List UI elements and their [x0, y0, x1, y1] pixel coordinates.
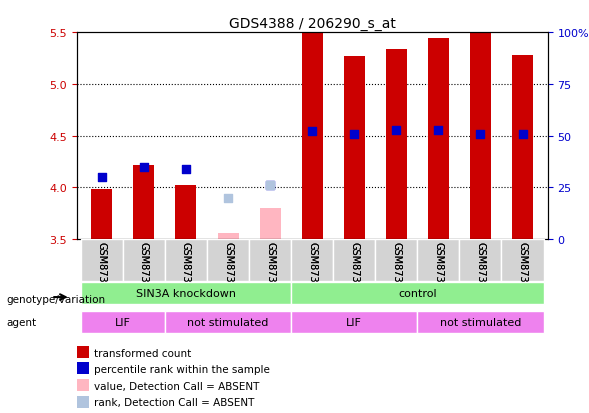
FancyBboxPatch shape: [81, 282, 291, 304]
Text: GSM873562: GSM873562: [265, 242, 275, 301]
Text: LIF: LIF: [346, 317, 362, 327]
Text: GSM873556: GSM873556: [475, 242, 485, 301]
Text: GSM873560: GSM873560: [518, 242, 528, 301]
FancyBboxPatch shape: [291, 311, 418, 333]
FancyBboxPatch shape: [459, 240, 501, 281]
Text: rank, Detection Call = ABSENT: rank, Detection Call = ABSENT: [94, 397, 254, 407]
Text: GSM873556: GSM873556: [475, 242, 485, 301]
Text: GSM873558: GSM873558: [223, 242, 233, 301]
Bar: [428, 39, 449, 240]
Text: GSM873559: GSM873559: [97, 242, 107, 301]
Bar: [302, 34, 323, 240]
FancyBboxPatch shape: [249, 240, 291, 281]
FancyBboxPatch shape: [81, 311, 165, 333]
FancyBboxPatch shape: [291, 282, 544, 304]
FancyBboxPatch shape: [418, 311, 544, 333]
Point: [392, 128, 401, 135]
FancyBboxPatch shape: [165, 311, 291, 333]
Point: [434, 128, 443, 135]
Text: percentile rank within the sample: percentile rank within the sample: [94, 364, 270, 374]
Text: not stimulated: not stimulated: [187, 317, 269, 327]
Text: GSM873554: GSM873554: [307, 242, 317, 301]
FancyBboxPatch shape: [291, 240, 333, 281]
Point: [223, 195, 233, 202]
Text: GSM873554: GSM873554: [307, 242, 317, 301]
Text: GSM873553: GSM873553: [434, 242, 444, 301]
Text: GSM873557: GSM873557: [349, 242, 359, 301]
Text: agent: agent: [6, 317, 36, 327]
Text: GSM873560: GSM873560: [518, 242, 528, 301]
Text: value, Detection Call = ABSENT: value, Detection Call = ABSENT: [94, 381, 260, 391]
Text: GSM873562: GSM873562: [265, 242, 275, 301]
Point: [476, 131, 485, 138]
Bar: [470, 34, 491, 240]
FancyBboxPatch shape: [375, 240, 418, 281]
Bar: [217, 237, 239, 240]
Text: GSM873555: GSM873555: [181, 242, 191, 301]
Text: GSM873555: GSM873555: [181, 242, 191, 301]
FancyBboxPatch shape: [333, 240, 375, 281]
Text: control: control: [398, 288, 436, 298]
Point: [266, 183, 275, 189]
Bar: [77, 363, 89, 375]
Point: [181, 166, 191, 173]
Text: not stimulated: not stimulated: [440, 317, 521, 327]
Text: LIF: LIF: [115, 317, 131, 327]
Bar: [344, 57, 365, 240]
Bar: [386, 50, 407, 240]
Point: [139, 164, 148, 171]
FancyBboxPatch shape: [81, 240, 123, 281]
Point: [266, 183, 275, 189]
Text: SIN3A knockdown: SIN3A knockdown: [136, 288, 236, 298]
FancyBboxPatch shape: [418, 240, 459, 281]
FancyBboxPatch shape: [207, 240, 249, 281]
Bar: [77, 379, 89, 391]
Text: GSM873559: GSM873559: [97, 242, 107, 301]
Bar: [133, 165, 154, 240]
Text: GSM873553: GSM873553: [434, 242, 444, 301]
Bar: [512, 56, 533, 240]
Point: [307, 129, 317, 135]
Bar: [77, 346, 89, 358]
Text: GSM873561: GSM873561: [391, 242, 401, 301]
Text: genotype/variation: genotype/variation: [6, 294, 105, 304]
Point: [349, 131, 359, 138]
Text: GSM873563: GSM873563: [139, 242, 149, 301]
Bar: [176, 186, 197, 240]
Bar: [260, 209, 280, 240]
Text: transformed count: transformed count: [94, 348, 191, 358]
FancyBboxPatch shape: [123, 240, 165, 281]
Text: GSM873557: GSM873557: [349, 242, 359, 301]
Bar: [77, 396, 89, 408]
Bar: [91, 190, 112, 240]
Title: GDS4388 / 206290_s_at: GDS4388 / 206290_s_at: [229, 17, 396, 31]
Bar: [217, 233, 239, 240]
Text: GSM873563: GSM873563: [139, 242, 149, 301]
Point: [518, 131, 527, 138]
FancyBboxPatch shape: [501, 240, 544, 281]
Text: GSM873561: GSM873561: [391, 242, 401, 301]
Text: GSM873558: GSM873558: [223, 242, 233, 301]
FancyBboxPatch shape: [165, 240, 207, 281]
Point: [97, 174, 107, 181]
